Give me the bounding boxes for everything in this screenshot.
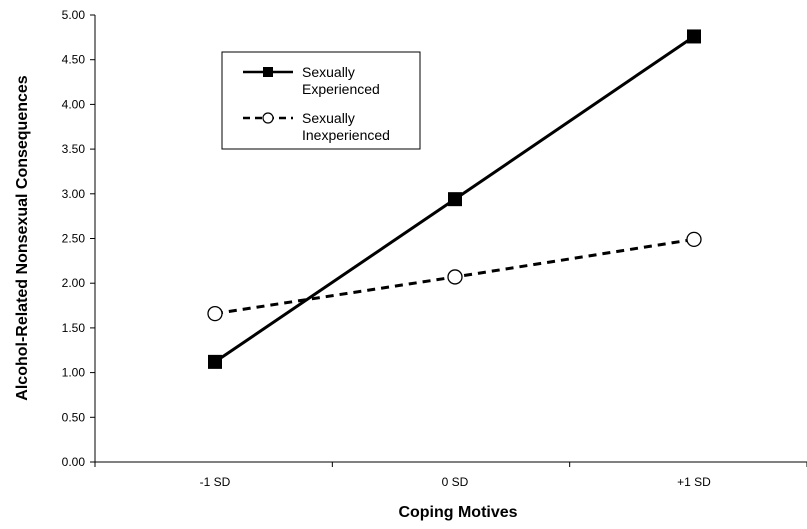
y-ticks: 0.00 0.50 1.00 1.50 2.00 2.50 3.00 3.50 4.00 4.50… xyxy=(62,8,95,469)
x-tick-label: 0 SD xyxy=(442,475,469,489)
series-1-point xyxy=(686,231,702,248)
series-1-point xyxy=(207,305,223,322)
y-axis-title: Alcohol-Related Nonsexual Consequences xyxy=(14,75,31,401)
y-tick-label: 1.00 xyxy=(62,366,86,380)
y-tick-label: 0.00 xyxy=(62,455,86,469)
series-1-point xyxy=(447,269,463,285)
y-tick-label: 4.00 xyxy=(62,97,86,111)
series-0-point xyxy=(448,192,462,207)
y-tick-label: 2.50 xyxy=(62,232,86,246)
x-tick-label: +1 SD xyxy=(677,475,711,489)
legend-label-experienced-line1: Sexually xyxy=(302,64,355,80)
series-layer xyxy=(207,29,702,369)
axes: 0.00 0.50 1.00 1.50 2.00 2.50 3.00 3.50 4.00 4.50… xyxy=(62,8,807,489)
legend: Sexually Experienced Sexually Inexperien… xyxy=(221,51,421,150)
legend-label-inexperienced-line2: Inexperienced xyxy=(302,127,390,143)
legend-label-experienced-line2: Experienced xyxy=(302,81,380,97)
y-tick-label: 1.50 xyxy=(62,321,86,335)
y-tick-label: 3.50 xyxy=(62,142,86,156)
legend-marker-inexperienced xyxy=(262,112,274,124)
y-tick-label: 3.00 xyxy=(62,187,86,201)
series-0-point xyxy=(687,29,701,44)
series-0-point xyxy=(208,354,222,369)
legend-marker-experienced xyxy=(263,67,273,77)
legend-label-inexperienced-line1: Sexually xyxy=(302,110,355,126)
x-ticks: -1 SD 0 SD +1 SD xyxy=(94,462,807,489)
y-tick-label: 5.00 xyxy=(62,8,86,22)
legend-box xyxy=(221,51,421,150)
y-tick-label: 2.00 xyxy=(62,276,86,290)
y-tick-label: 4.50 xyxy=(62,53,86,67)
x-tick-label: -1 SD xyxy=(200,475,231,489)
y-tick-label: 0.50 xyxy=(62,410,86,424)
x-axis-title: Coping Motives xyxy=(398,504,517,521)
